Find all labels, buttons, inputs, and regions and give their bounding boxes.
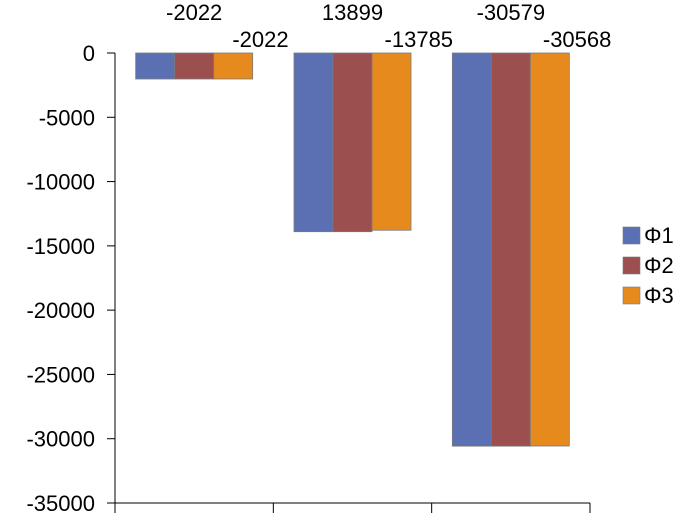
bar — [451, 52, 492, 447]
y-tick-label: -15000 — [26, 234, 95, 259]
data-label: -30579 — [477, 0, 546, 25]
legend-swatch — [622, 286, 641, 305]
bars — [135, 52, 570, 447]
data-labels: -2022 -2022 13899-13785 -30579-30568 — [166, 0, 611, 52]
bar — [490, 52, 531, 447]
bar — [529, 52, 570, 447]
y-tick-label: -30000 — [26, 427, 95, 452]
bar — [213, 52, 254, 80]
legend-swatch — [622, 226, 641, 245]
legend-swatch — [622, 256, 641, 275]
data-label: -2022 — [166, 0, 222, 25]
y-tick-label: 0 — [83, 41, 95, 66]
y-axis: 0 -5000 -10000 -15000 -20000 -25000 -30000 -350… — [26, 41, 116, 513]
y-tick-label: -5000 — [39, 105, 95, 130]
x-axis — [114, 502, 591, 513]
legend: Φ1 Φ2 Φ3 — [622, 223, 674, 308]
data-label: -13785 — [385, 27, 454, 52]
data-label: 13899 — [322, 0, 383, 25]
bar — [174, 52, 215, 80]
bar — [332, 52, 373, 233]
legend-label: Φ1 — [644, 223, 674, 248]
bar — [371, 52, 412, 231]
bar — [293, 52, 334, 233]
y-tick-label: -25000 — [26, 362, 95, 387]
y-tick-label: -20000 — [26, 298, 95, 323]
y-tick-label: -35000 — [26, 491, 95, 513]
y-tick-label: -10000 — [26, 170, 95, 195]
legend-label: Φ3 — [644, 283, 674, 308]
data-label: -30568 — [543, 27, 612, 52]
legend-label: Φ2 — [644, 253, 674, 278]
data-label: -2022 — [232, 27, 288, 52]
bar — [135, 52, 176, 80]
